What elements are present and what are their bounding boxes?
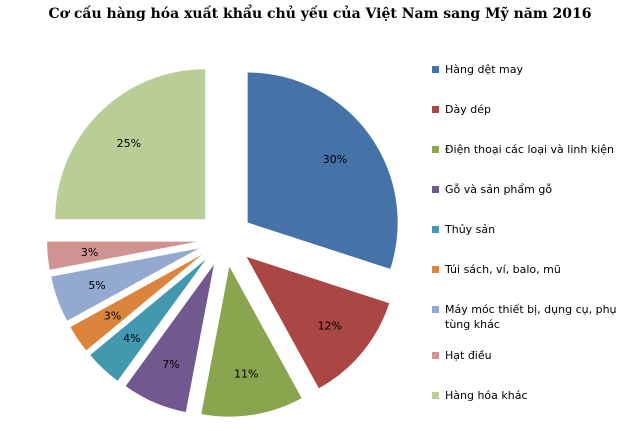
legend-item: Máy móc thiết bị, dụng cụ, phụ tùng khác — [432, 302, 637, 332]
legend-label: Hàng dệt may — [445, 63, 523, 76]
legend-swatch — [432, 226, 439, 233]
legend-swatch — [432, 266, 439, 273]
legend-item: Dày dép — [432, 102, 637, 117]
legend-item: Túi sách, ví, balo, mũ — [432, 262, 637, 277]
slice-data-label: 5% — [88, 279, 105, 292]
pie-slice — [51, 248, 199, 321]
pie-slice — [70, 254, 202, 351]
legend-item: Hàng hóa khác — [432, 388, 637, 403]
legend-item: Hạt điều — [432, 348, 637, 363]
legend-label: Gỗ và sản phẩm gỗ — [445, 183, 553, 196]
pie-slices — [47, 69, 398, 417]
legend-label: Thủy sản — [445, 223, 496, 236]
legend-swatch — [432, 146, 439, 153]
pie-slice — [201, 266, 302, 417]
legend-swatch — [432, 306, 439, 313]
legend-item: Hàng dệt may — [432, 62, 637, 77]
legend-item: Gỗ và sản phẩm gỗ — [432, 182, 637, 197]
legend-swatch — [432, 352, 439, 359]
slice-data-label: 4% — [123, 332, 140, 345]
legend-swatch — [432, 186, 439, 193]
slice-data-label: 25% — [117, 137, 141, 150]
pie-slice — [90, 259, 206, 381]
legend-label: Máy móc thiết bị, dụng cụ, phụ tùng khác — [445, 303, 617, 331]
slice-data-label: 3% — [81, 246, 98, 259]
legend-label: Điện thoại các loại và linh kiện — [445, 143, 615, 156]
legend-swatch — [432, 106, 439, 113]
slice-data-label: 12% — [318, 320, 342, 333]
legend-item: Điện thoại các loại và linh kiện — [432, 142, 637, 157]
pie-slice — [47, 241, 198, 270]
pie-slice — [247, 72, 398, 269]
pie-slice — [55, 69, 206, 220]
legend-label: Hàng hóa khác — [445, 389, 528, 402]
slice-data-label: 3% — [104, 309, 121, 322]
chart-title: Cơ cấu hàng hóa xuất khẩu chủ yếu của Vi… — [48, 6, 592, 22]
legend-label: Túi sách, ví, balo, mũ — [445, 263, 561, 276]
legend-label: Hạt điều — [445, 349, 492, 362]
pie-slice — [125, 264, 214, 413]
pie-slice — [246, 256, 390, 389]
slice-data-label: 30% — [323, 153, 347, 166]
legend-swatch — [432, 392, 439, 399]
pie-slice-labels: 30%12%11%7%4%3%5%3%25% — [81, 137, 347, 380]
slice-data-label: 7% — [162, 358, 179, 371]
legend-label: Dày dép — [445, 103, 491, 116]
legend-swatch — [432, 66, 439, 73]
slice-data-label: 11% — [234, 367, 258, 380]
legend-item: Thủy sản — [432, 222, 637, 237]
